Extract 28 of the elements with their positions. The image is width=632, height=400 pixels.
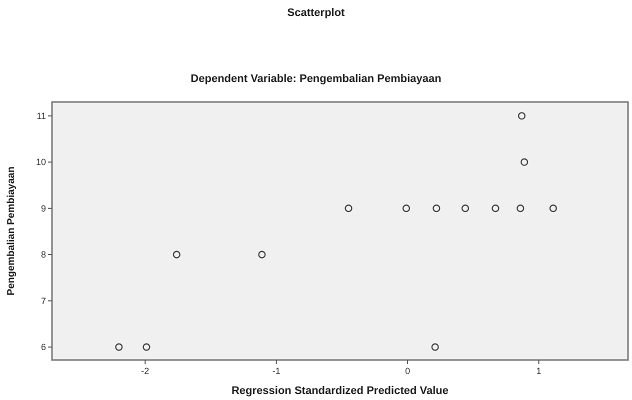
chart-title: Scatterplot — [287, 7, 346, 19]
point — [172, 250, 180, 258]
y-tick-label: 7 — [40, 296, 46, 306]
point — [520, 158, 528, 166]
x-axis-title: Regression Standardized Predicted Value — [231, 385, 449, 397]
point — [518, 112, 526, 120]
point — [344, 204, 352, 212]
y-tick-label: 6 — [40, 342, 46, 352]
point — [549, 204, 558, 212]
point — [462, 204, 470, 212]
chart-subtitle: Dependent Variable: Pengembalian Pembiayaan — [190, 73, 442, 85]
point — [492, 204, 500, 212]
y-tick-label: 10 — [36, 157, 46, 168]
x-tick-label: -2 — [141, 366, 150, 376]
y-tick-label: 8 — [40, 250, 46, 260]
x-tick-label: 0 — [405, 366, 410, 376]
point — [115, 343, 123, 351]
point — [258, 250, 266, 258]
x-tick-label: -1 — [272, 366, 280, 376]
x-tick-label: 1 — [536, 366, 542, 376]
point — [402, 204, 410, 212]
y-axis-title: Pengembalian Pembiayaan — [6, 166, 17, 296]
y-tick-label: 11 — [36, 110, 46, 121]
point — [516, 204, 524, 212]
point — [142, 343, 150, 351]
point — [432, 204, 440, 212]
point — [431, 343, 439, 351]
y-tick-label: 9 — [40, 203, 46, 214]
